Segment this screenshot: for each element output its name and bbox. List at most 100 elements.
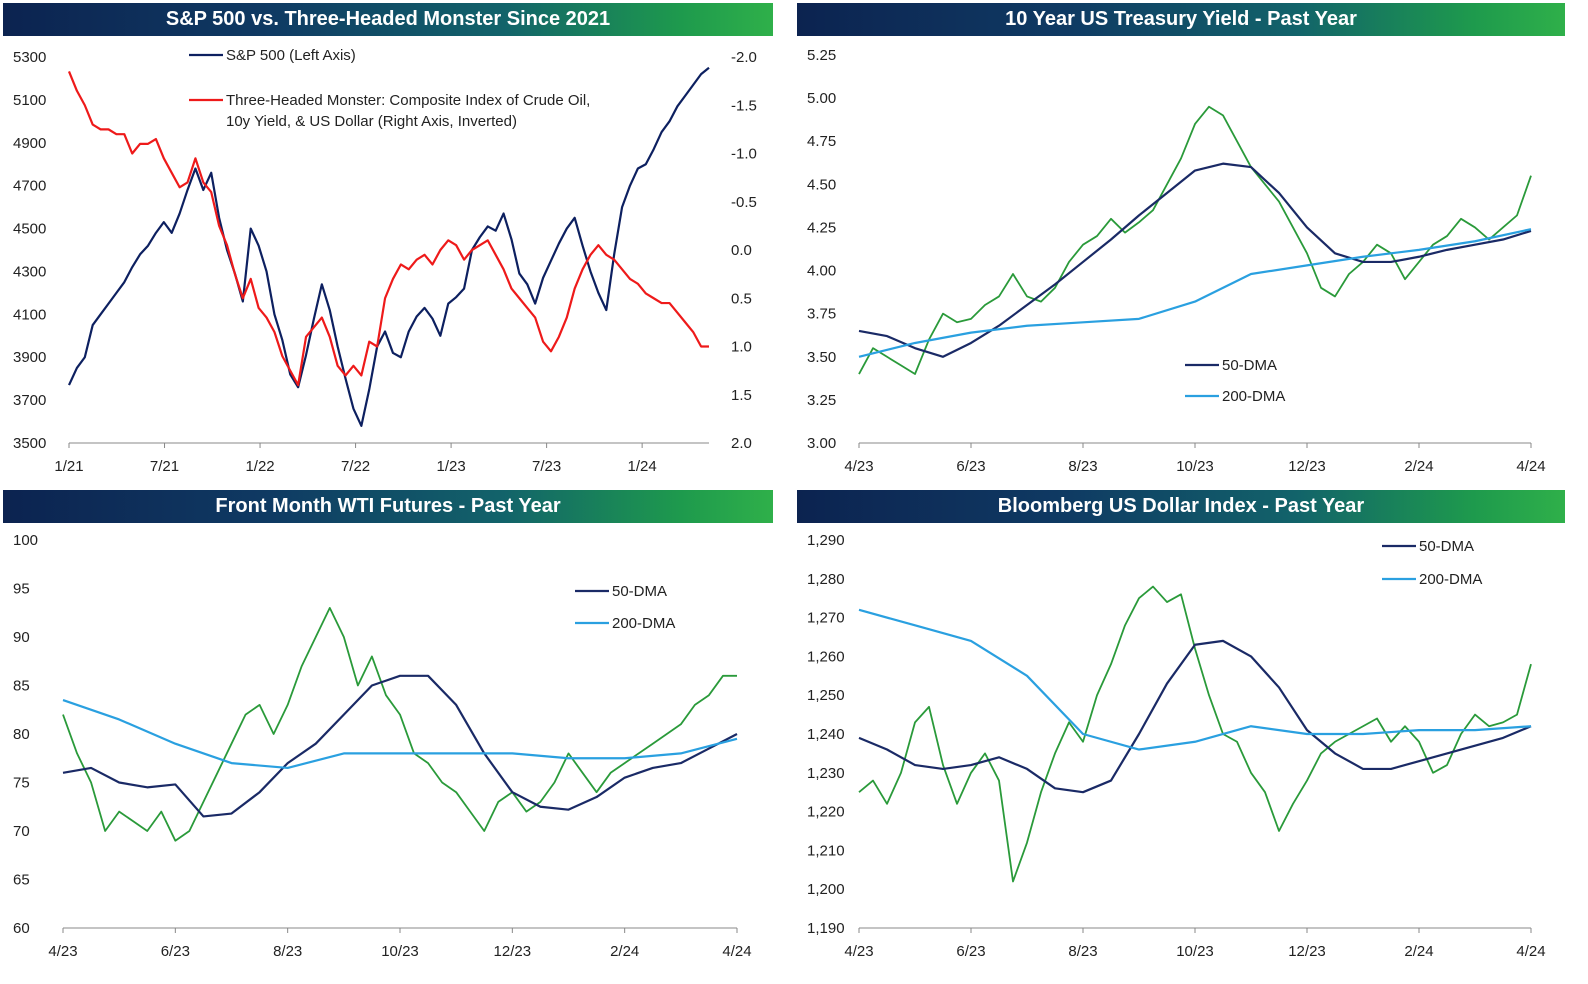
- x-tick-label: 1/24: [628, 458, 657, 475]
- y-tick-label: 65: [13, 872, 30, 889]
- legend-dma200-label: 200-DMA: [1222, 388, 1285, 405]
- x-tick-label: 4/23: [844, 458, 873, 475]
- series-line-1: [67, 71, 709, 387]
- x-tick-label: 6/23: [956, 458, 985, 475]
- y-tick-label: 4.25: [807, 219, 836, 236]
- dma-50-line: [858, 162, 1532, 358]
- price-line: [62, 607, 737, 842]
- y-tick-label: 1,270: [807, 610, 845, 627]
- x-tick-label: 4/24: [722, 943, 751, 960]
- y-right-tick-label: -1.5: [731, 97, 757, 114]
- y-tick-label: 1,210: [807, 842, 845, 859]
- x-tick-label: 10/23: [1176, 943, 1214, 960]
- y-right-tick-label: 0.0: [731, 242, 752, 259]
- dma-200-line: [62, 699, 738, 770]
- y-tick-label: 4500: [13, 221, 46, 238]
- y-right-tick-label: 2.0: [731, 435, 752, 452]
- y-tick-label: 4.00: [807, 263, 836, 280]
- y-tick-label: 1,290: [807, 532, 845, 549]
- x-tick-label: 8/23: [1068, 943, 1097, 960]
- y-right-tick-label: -2.0: [731, 49, 757, 66]
- y-tick-label: 4700: [13, 178, 46, 195]
- y-tick-label: 1,230: [807, 765, 845, 782]
- legend-dma50-label: 50-DMA: [1222, 357, 1277, 374]
- chart-title: Bloomberg US Dollar Index - Past Year: [797, 490, 1565, 523]
- dma-50-line: [62, 674, 738, 818]
- y-tick-label: 5100: [13, 92, 46, 109]
- chart-svg: 4/23 6/23 8/23 10/23 12/23 2/24 4/24 100 95 90 85 8…: [13, 532, 752, 960]
- x-tick-label: 2/24: [610, 943, 639, 960]
- y-tick-label: 80: [13, 726, 30, 743]
- y-tick-label: 3.75: [807, 306, 836, 323]
- x-tick-label: 1/23: [436, 458, 465, 475]
- legend-dma200-label: 200-DMA: [1419, 571, 1482, 588]
- y-tick-label: 4100: [13, 306, 46, 323]
- x-tick-label: 12/23: [494, 943, 532, 960]
- x-tick-label: 8/23: [1068, 458, 1097, 475]
- x-tick-label: 8/23: [273, 943, 302, 960]
- chart-title: Front Month WTI Futures - Past Year: [3, 490, 773, 523]
- legend-dma50-label: 50-DMA: [612, 583, 667, 600]
- x-tick-label: 1/22: [245, 458, 274, 475]
- chart-title: 10 Year US Treasury Yield - Past Year: [797, 3, 1565, 36]
- y-tick-label: 90: [13, 629, 30, 646]
- x-tick-label: 2/24: [1404, 458, 1433, 475]
- y-tick-label: 85: [13, 678, 30, 695]
- x-tick-label: 10/23: [381, 943, 419, 960]
- price-line: [858, 105, 1532, 375]
- dma-50-line: [858, 639, 1532, 794]
- y-tick-label: 3.00: [807, 435, 836, 452]
- y-tick-label: 1,280: [807, 571, 845, 588]
- y-right-tick-label: -1.0: [731, 146, 757, 163]
- chart-panel-treasury-yield: 10 Year US Treasury Yield - Past Year 4/…: [797, 3, 1565, 475]
- y-tick-label: 1,220: [807, 804, 845, 821]
- x-tick-label: 10/23: [1176, 458, 1214, 475]
- legend-dma200-label: 200-DMA: [612, 615, 675, 632]
- y-tick-label: 1,200: [807, 881, 845, 898]
- y-tick-label: 1,190: [807, 920, 845, 937]
- legend-sp500-label: S&P 500 (Left Axis): [226, 47, 356, 64]
- x-tick-label: 4/23: [48, 943, 77, 960]
- legend-dma50-label: 50-DMA: [1419, 538, 1474, 555]
- y-tick-label: 70: [13, 823, 30, 840]
- y-tick-label: 60: [13, 920, 30, 937]
- legend-monster-label: Three-Headed Monster: Composite Index of…: [226, 92, 590, 109]
- y-tick-label: 4.75: [807, 133, 836, 150]
- y-tick-label: 3500: [13, 435, 46, 452]
- y-right-tick-label: 1.0: [731, 339, 752, 356]
- x-tick-label: 6/23: [161, 943, 190, 960]
- chart-panel-dollar-index: Bloomberg US Dollar Index - Past Year 4/…: [797, 490, 1565, 970]
- y-tick-label: 75: [13, 775, 30, 792]
- y-tick-label: 4.50: [807, 176, 836, 193]
- y-tick-label: 1,250: [807, 687, 845, 704]
- x-tick-label: 1/21: [54, 458, 83, 475]
- chart-svg: 1/21 7/21 1/22 7/22 1/23 7/23 1/24 5300 5100 4900…: [13, 47, 757, 475]
- dma-200-line: [858, 608, 1532, 751]
- x-tick-label: 4/23: [844, 943, 873, 960]
- x-tick-label: 7/23: [532, 458, 561, 475]
- y-tick-label: 5.25: [807, 47, 836, 64]
- y-tick-label: 4900: [13, 135, 46, 152]
- x-tick-label: 7/22: [341, 458, 370, 475]
- x-tick-label: 2/24: [1404, 943, 1433, 960]
- chart-svg: 4/23 6/23 8/23 10/23 12/23 2/24 4/24 1,290 1,280…: [807, 532, 1546, 960]
- x-tick-label: 4/24: [1516, 943, 1545, 960]
- legend-monster-label-line2: 10y Yield, & US Dollar (Right Axis, Inve…: [226, 113, 517, 130]
- y-tick-label: 3.50: [807, 349, 836, 366]
- y-right-tick-label: -0.5: [731, 194, 757, 211]
- y-tick-label: 95: [13, 581, 30, 598]
- y-tick-label: 5.00: [807, 90, 836, 107]
- series-line-0: [68, 66, 710, 427]
- x-tick-label: 6/23: [956, 943, 985, 960]
- chart-panel-wti-futures: Front Month WTI Futures - Past Year 4/23…: [3, 490, 773, 970]
- y-tick-label: 1,260: [807, 648, 845, 665]
- x-tick-label: 4/24: [1516, 458, 1545, 475]
- y-tick-label: 3.25: [807, 392, 836, 409]
- y-right-tick-label: 0.5: [731, 290, 752, 307]
- dma-200-line: [858, 228, 1532, 358]
- chart-svg: 4/23 6/23 8/23 10/23 12/23 2/24 4/24 5.25 5.00 4.…: [807, 47, 1546, 475]
- price-line: [858, 585, 1532, 883]
- y-tick-label: 100: [13, 532, 38, 549]
- chart-title: S&P 500 vs. Three-Headed Monster Since 2…: [3, 3, 773, 36]
- chart-panel-sp500-monster: S&P 500 vs. Three-Headed Monster Since 2…: [3, 3, 773, 475]
